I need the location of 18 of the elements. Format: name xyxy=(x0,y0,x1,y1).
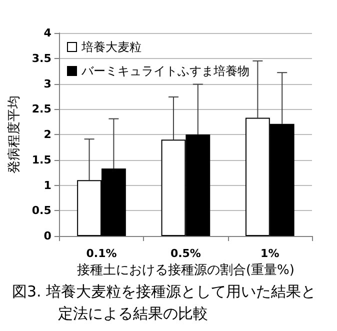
x-axis-title: 接種土における接種源の割合(重量%) xyxy=(76,263,294,278)
y-tick-label: 1.5 xyxy=(32,153,52,166)
x-tick-label: 0.1% xyxy=(86,247,117,260)
text: 定法による結果の比較 xyxy=(58,304,208,322)
legend-label: バーミキュライトふすま培養物 xyxy=(80,64,250,78)
y-tick-label: 3 xyxy=(44,77,52,90)
y-axis-title: 発病程度平均 xyxy=(6,96,22,174)
caption: 図3. 培養大麦粒を接種源として用いた結果と xyxy=(12,282,316,300)
y-tick-label: 4 xyxy=(44,26,52,40)
y-tick-label: 3.5 xyxy=(32,52,52,65)
y-tick-label: 2 xyxy=(44,128,52,141)
y-tick-label: 2.5 xyxy=(32,102,52,116)
x-tick-label: 1% xyxy=(260,247,280,260)
y-tick-label: 0 xyxy=(44,230,52,242)
y-tick-label: 0.5 xyxy=(32,204,52,218)
legend-label: 培養大麦粒 xyxy=(80,40,142,54)
y-tick-label: 1 xyxy=(44,178,52,192)
x-tick-label: 0.5% xyxy=(170,247,201,260)
